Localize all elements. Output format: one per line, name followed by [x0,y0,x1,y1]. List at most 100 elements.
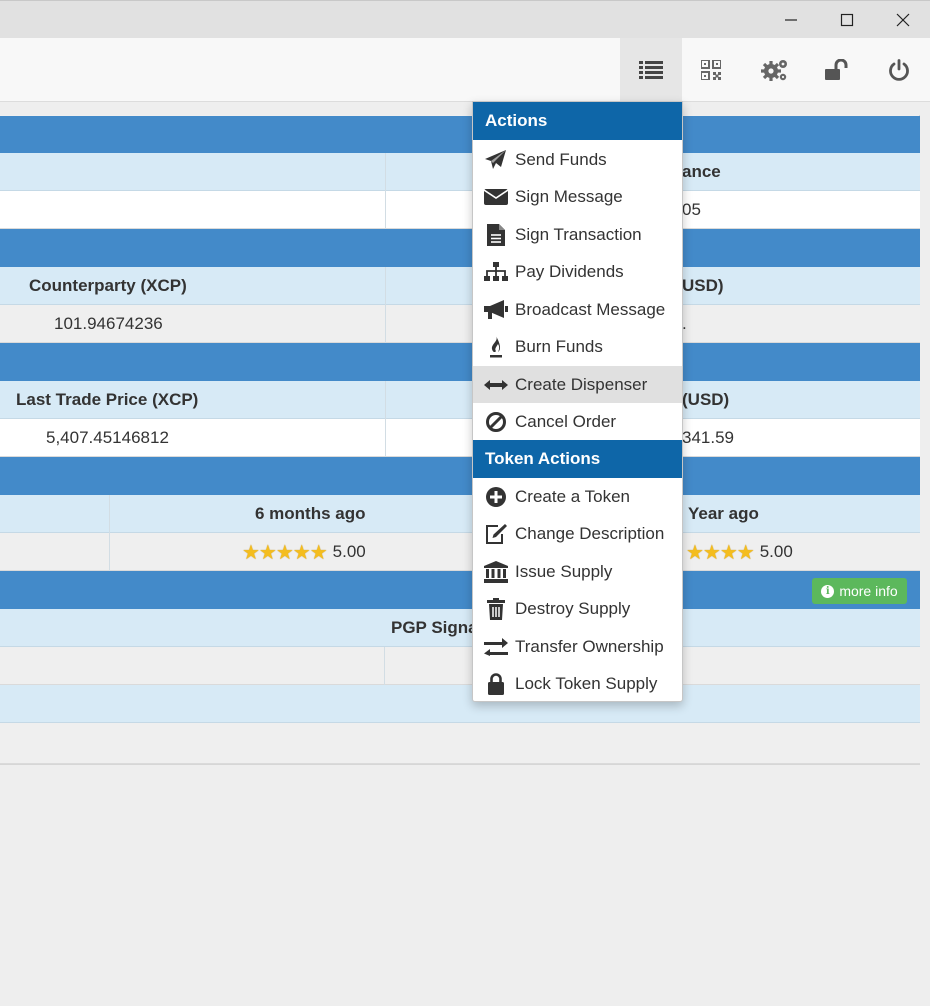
menu-item-issue-supply[interactable]: Issue Supply [473,553,682,590]
rating-row: ★★★★★ 5.00 ★★★★ 5.00 [0,533,920,571]
menu-item-transfer-ownership[interactable]: Transfer Ownership [473,628,682,665]
pgp-signature-header: PGP Signa [391,618,478,637]
menu-item-cancel-order[interactable]: Cancel Order [473,403,682,440]
bank-icon [484,560,508,583]
menu-item-label: Issue Supply [515,561,613,581]
trash-icon [484,597,508,620]
rating-subheader: 6 months ago Year ago [0,495,920,533]
envelope-icon [484,186,508,208]
panel-header-price [0,229,920,267]
minimize-icon [785,19,797,21]
price-subheader: Counterparty (XCP) USD) [0,267,920,305]
info-circle-icon: i [821,584,835,598]
menu-item-label: Sign Transaction [515,224,642,244]
menu-item-change-description[interactable]: Change Description [473,515,682,552]
last-trade-usd-header: (USD) [682,390,730,409]
rating-year-cell: ★★★★ 5.00 [686,533,793,571]
menu-item-label: Change Description [515,523,665,543]
menu-item-burn-funds[interactable]: Burn Funds [473,328,682,365]
last-trade-xcp-value: 5,407.45146812 [46,428,169,447]
panel-header-info [0,571,920,609]
balance-row: 05 [0,191,920,229]
minimize-button[interactable] [763,1,819,39]
lock-icon [484,672,508,695]
panel-header-rating [0,457,920,495]
menu-item-label: Transfer Ownership [515,636,664,656]
maximize-icon [840,13,854,27]
menu-item-broadcast-message[interactable]: Broadcast Message [473,291,682,328]
menu-item-label: Lock Token Supply [515,673,658,693]
unlock-icon [825,58,848,80]
more-info-button[interactable]: i more info [812,578,907,604]
last-trade-xcp-header: Last Trade Price (XCP) [16,390,199,409]
menu-item-label: Create a Token [515,486,630,506]
lock-button[interactable] [807,38,869,101]
window-titlebar [0,0,930,38]
power-button[interactable] [868,38,930,101]
balance-subheader: ance [0,153,920,191]
star-rating-icon: ★★★★★ [242,541,328,564]
rating-year-header: Year ago [688,504,759,523]
menu-item-create-dispenser[interactable]: Create Dispenser [473,366,682,403]
menu-item-label: Destroy Supply [515,598,631,618]
fire-icon [484,335,508,358]
actions-menu-header: Actions [473,102,682,140]
star-rating-icon: ★★★★ [686,541,755,564]
rating-6-months-value: 5.00 [332,542,366,561]
exchange-icon [484,636,508,658]
rating-6-months-cell: ★★★★★ 5.00 [242,533,366,571]
price-xcp-value: 101.94674236 [54,314,163,333]
menu-item-label: Send Funds [515,149,607,169]
paper-plane-icon [484,149,508,171]
actions-dropdown-menu: Actions Send Funds Sign Message Sign Tra… [472,101,683,702]
menu-item-label: Broadcast Message [515,299,666,319]
sitemap-icon [484,261,508,283]
qr-code-button[interactable] [680,38,742,101]
panel-header-trade [0,343,920,381]
token-actions-menu-header: Token Actions [473,440,682,478]
list-icon [639,60,663,79]
bullhorn-icon [484,299,508,321]
trade-subheader: Last Trade Price (XCP) (USD) [0,381,920,419]
panel-header-balance [0,116,920,154]
more-info-label: more info [839,583,898,599]
close-button[interactable] [875,1,930,39]
document-icon [484,223,508,246]
app-toolbar [0,38,930,102]
plus-circle-icon [484,486,508,508]
info-subheader: PGP Signa [0,609,920,647]
info-subheader-2 [0,685,920,723]
rating-year-value: 5.00 [759,542,793,561]
info-row [0,647,920,685]
maximize-button[interactable] [819,1,875,39]
actions-menu-button[interactable] [620,38,682,101]
close-icon [896,13,910,27]
rating-6-months-header: 6 months ago [255,504,366,523]
info-row-2 [0,723,920,764]
menu-item-sign-message[interactable]: Sign Message [473,178,682,215]
price-row: 101.94674236 . [0,305,920,343]
settings-button[interactable] [744,38,806,101]
menu-item-label: Burn Funds [515,336,603,356]
menu-item-label: Pay Dividends [515,261,624,281]
menu-item-create-token[interactable]: Create a Token [473,478,682,515]
menu-item-pay-dividends[interactable]: Pay Dividends [473,253,682,290]
price-usd-header: USD) [682,276,724,295]
ban-icon [484,411,508,433]
gears-icon [761,59,787,81]
menu-item-destroy-supply[interactable]: Destroy Supply [473,590,682,627]
qr-code-icon [701,59,721,80]
menu-item-lock-token-supply[interactable]: Lock Token Supply [473,665,682,702]
arrows-horizontal-icon [484,374,508,396]
balance-col-header: ance [682,162,721,181]
trade-row: 5,407.45146812 341.59 [0,419,920,457]
edit-icon [484,523,508,545]
menu-item-send-funds[interactable]: Send Funds [473,141,682,178]
price-usd-value: . [682,314,687,333]
menu-item-label: Create Dispenser [515,374,648,394]
menu-item-sign-transaction[interactable]: Sign Transaction [473,216,682,253]
balance-value: 05 [682,200,701,219]
price-xcp-header: Counterparty (XCP) [29,276,187,295]
menu-item-label: Cancel Order [515,411,617,431]
power-icon [889,58,909,81]
